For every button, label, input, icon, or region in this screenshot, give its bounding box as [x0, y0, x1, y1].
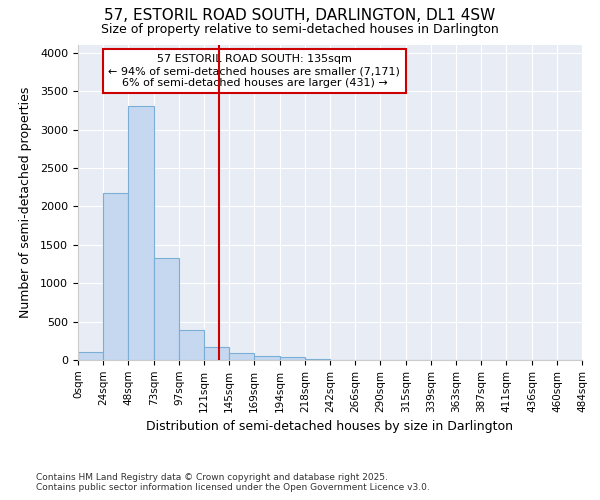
Bar — [103, 193, 128, 360]
Bar — [78, 352, 103, 360]
Text: Contains HM Land Registry data © Crown copyright and database right 2025.
Contai: Contains HM Land Registry data © Crown c… — [36, 473, 430, 492]
Text: Size of property relative to semi-detached houses in Darlington: Size of property relative to semi-detach… — [101, 22, 499, 36]
Bar — [254, 356, 280, 360]
Bar — [305, 359, 330, 360]
Bar — [280, 358, 305, 360]
Text: 57 ESTORIL ROAD SOUTH: 135sqm
← 94% of semi-detached houses are smaller (7,171)
: 57 ESTORIL ROAD SOUTH: 135sqm ← 94% of s… — [109, 54, 400, 88]
Bar — [204, 348, 229, 360]
Bar — [229, 352, 254, 360]
Y-axis label: Number of semi-detached properties: Number of semi-detached properties — [19, 87, 32, 318]
Text: 57, ESTORIL ROAD SOUTH, DARLINGTON, DL1 4SW: 57, ESTORIL ROAD SOUTH, DARLINGTON, DL1 … — [104, 8, 496, 22]
X-axis label: Distribution of semi-detached houses by size in Darlington: Distribution of semi-detached houses by … — [146, 420, 514, 433]
Bar — [128, 106, 154, 360]
Bar — [179, 330, 204, 360]
Bar — [154, 258, 179, 360]
